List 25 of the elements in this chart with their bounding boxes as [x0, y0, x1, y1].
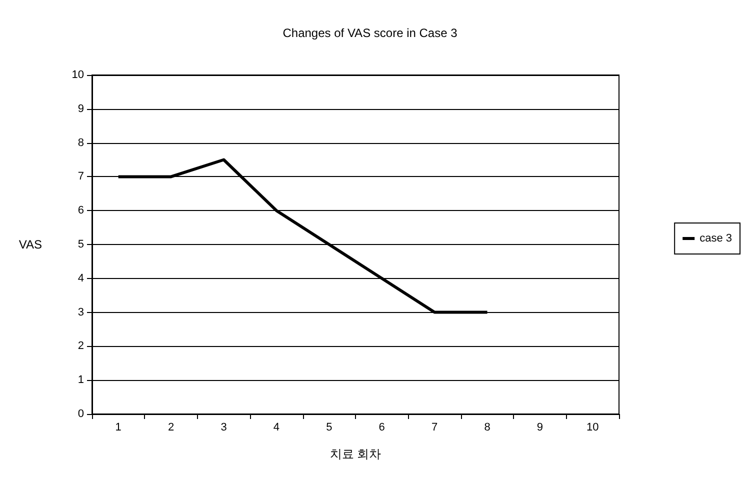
y-tick-label: 4	[78, 272, 84, 284]
y-tick-label: 0	[78, 408, 84, 420]
legend-label: case 3	[700, 232, 732, 244]
x-axis-title: 치료 회차	[330, 447, 382, 461]
x-tick-label: 5	[326, 422, 332, 434]
y-tick-label: 8	[78, 136, 84, 149]
chart-title: Changes of VAS score in Case 3	[282, 26, 458, 40]
y-tick-label: 9	[78, 102, 84, 115]
x-tick-label: 1	[115, 422, 122, 434]
y-tick-label: 1	[78, 374, 84, 386]
y-tick-label: 2	[78, 340, 84, 352]
y-axis-title: VAS	[18, 238, 42, 252]
y-tick-label: 5	[78, 238, 84, 250]
x-tick-label: 9	[536, 422, 544, 434]
x-tick-label: 2	[168, 422, 174, 434]
x-tick-label: 4	[273, 422, 280, 434]
x-tick-label: 7	[431, 422, 438, 434]
y-tick-label: 3	[78, 306, 84, 318]
x-tick-label: 10	[586, 422, 599, 434]
x-tick-label: 8	[484, 422, 490, 434]
y-tick-label: 10	[72, 69, 84, 81]
x-tick-label: 6	[378, 422, 385, 434]
y-tick-label: 7	[78, 170, 84, 183]
y-tick-label: 6	[78, 204, 84, 217]
x-tick-label: 3	[220, 422, 227, 434]
